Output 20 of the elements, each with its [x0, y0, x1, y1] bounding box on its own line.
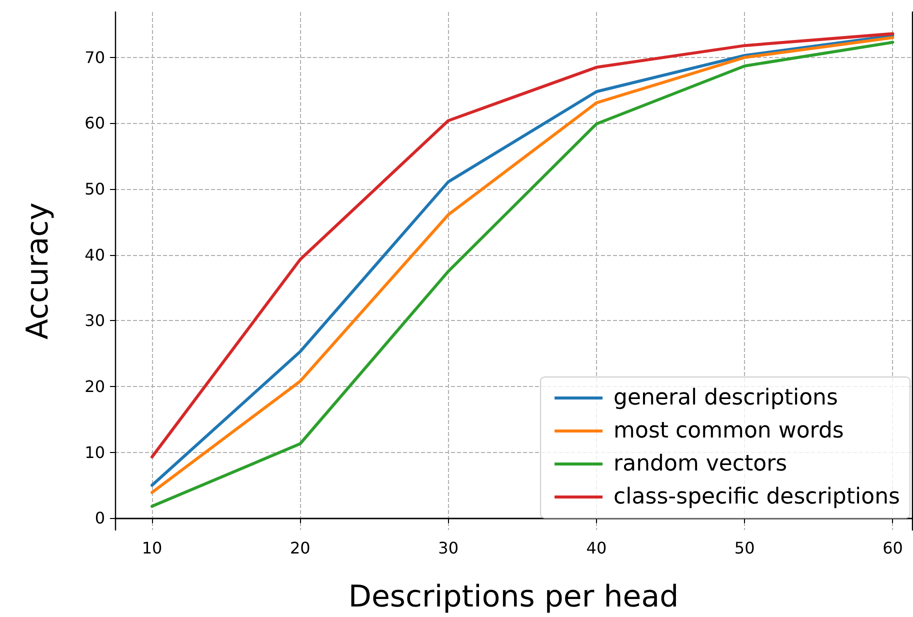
y-axis-title: Accuracy: [20, 202, 56, 340]
y-tick-label: 30: [84, 311, 105, 330]
x-axis-title: Descriptions per head: [348, 580, 679, 614]
y-tick-label: 40: [84, 245, 105, 264]
x-tick-label: 30: [438, 538, 458, 558]
x-tick-label: 50: [734, 538, 755, 558]
legend-label: class-specific descriptions: [614, 484, 900, 510]
y-tick-label: 20: [84, 377, 105, 396]
x-tick-label: 10: [142, 538, 162, 558]
x-tick-label: 40: [586, 538, 607, 558]
legend-label: general descriptions: [614, 386, 838, 410]
y-tick-label: 70: [84, 48, 105, 67]
legend-label: random vectors: [614, 452, 788, 476]
legend-label: most common words: [614, 418, 844, 444]
y-tick-label: 0: [94, 508, 105, 528]
x-tick-label: 20: [290, 538, 310, 558]
y-tick-label: 10: [84, 442, 105, 462]
x-tick-label: 60: [882, 538, 903, 558]
y-tick-label: 50: [84, 180, 105, 199]
y-tick-label: 60: [84, 114, 105, 133]
